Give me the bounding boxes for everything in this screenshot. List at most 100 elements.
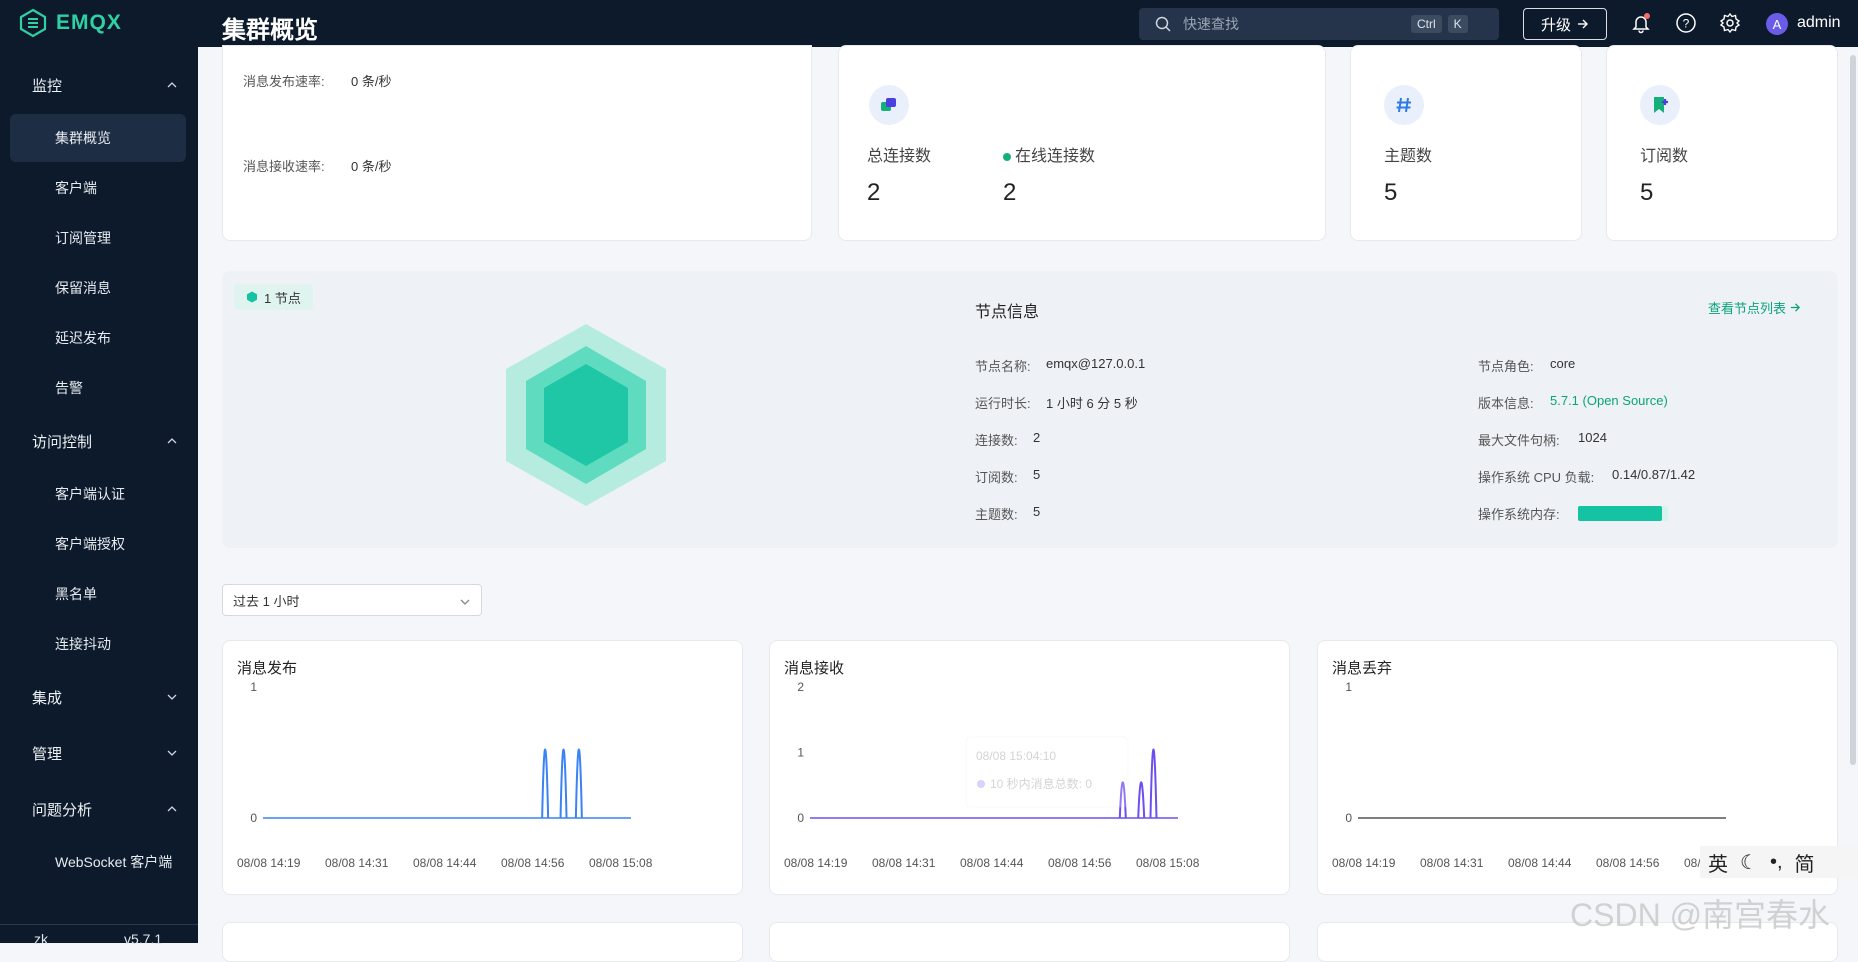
svg-text:?: ? (1683, 17, 1690, 31)
user-avatar[interactable]: A (1766, 13, 1788, 35)
chart-title: 消息丢弃 (1332, 660, 1393, 677)
sidebar: 监控 集群概览 客户端 订阅管理 保留消息 延迟发布 告警 访问控制 客户端认证… (0, 47, 198, 947)
x-tick-label: 08/08 14:31 (872, 856, 936, 870)
sidebar-group-monitoring[interactable]: 监控 (0, 65, 198, 105)
sidebar-group-label: 监控 (32, 77, 63, 95)
topics-card: 主题数 5 (1350, 45, 1582, 241)
upgrade-button[interactable]: 升级 (1523, 8, 1607, 40)
sidebar-item-authorization[interactable]: 客户端授权 (10, 520, 186, 568)
sidebar-item-alarms[interactable]: 告警 (10, 364, 186, 412)
x-tick-label: 08/08 14:56 (1048, 856, 1112, 870)
sidebar-item-flapping-detect[interactable]: 连接抖动 (10, 620, 186, 668)
connections-icon (869, 85, 909, 125)
moon-icon[interactable]: ☾ (1740, 851, 1758, 874)
sidebar-group-diagnose[interactable]: 问题分析 (0, 789, 198, 829)
y-tick-label: 0 (250, 811, 257, 825)
arrow-right-icon (1790, 303, 1801, 312)
sidebar-item-authentication[interactable]: 客户端认证 (10, 470, 186, 518)
receive-chart[interactable]: 2 1 0 08/08 14:19 08/08 14:31 08/08 14:44 08/0… (770, 641, 1291, 896)
sidebar-group-access-control[interactable]: 访问控制 (0, 421, 198, 461)
node-role-value: core (1550, 356, 1576, 371)
topics-label: 主题数 (1384, 148, 1433, 165)
sidebar-item-delayed-publish[interactable]: 延迟发布 (10, 314, 186, 362)
connections-card: 总连接数 2 在线连接数 2 (838, 45, 1326, 241)
language-switch[interactable]: zk (34, 931, 48, 947)
sidebar-item-retained-messages[interactable]: 保留消息 (10, 264, 186, 312)
node-subscriptions-value: 5 (1033, 467, 1041, 482)
sidebar-item-label: 客户端认证 (55, 486, 125, 502)
chevron-up-icon (167, 82, 177, 88)
username[interactable]: admin (1797, 14, 1841, 31)
view-node-list-link[interactable]: 查看节点列表 (1708, 298, 1801, 317)
watermark: CSDN @南宫春水 (1570, 897, 1831, 933)
time-range-select[interactable]: 过去 1 小时 (222, 584, 482, 616)
vertical-scrollbar[interactable] (1850, 55, 1856, 765)
page-title: 集群概览 (222, 17, 318, 44)
chevron-up-icon (167, 438, 177, 444)
sidebar-item-label: 客户端 (55, 180, 97, 196)
ime-language[interactable]: 英 (1708, 853, 1728, 876)
emqx-logo-icon (19, 8, 47, 38)
publish-rate-label: 消息发布速率: (243, 74, 325, 89)
subscriptions-card: 订阅数 5 (1606, 45, 1838, 241)
chevron-down-icon (460, 599, 470, 605)
x-tick-label: 08/08 14:56 (1596, 856, 1660, 870)
sidebar-item-label: 延迟发布 (55, 330, 111, 346)
ime-toolbar[interactable]: 英 ☾ •, 简 (1700, 846, 1858, 878)
x-tick-label: 08/08 14:19 (1332, 856, 1396, 870)
version-info-value[interactable]: 5.7.1 (Open Source) (1550, 393, 1668, 408)
y-tick-label: 2 (797, 680, 804, 694)
search-input[interactable] (1181, 15, 1405, 33)
shortcut-k: K (1447, 15, 1468, 33)
chart-title: 消息发布 (237, 660, 298, 677)
dropped-chart[interactable]: 1 0 08/08 14:19 08/08 14:31 08/08 14:44 08/08… (1318, 641, 1839, 896)
quick-search[interactable]: Ctrl K (1139, 8, 1499, 40)
y-tick-label: 1 (250, 680, 257, 694)
receive-rate-label: 消息接收速率: (243, 159, 325, 174)
sidebar-item-blacklist[interactable]: 黑名单 (10, 570, 186, 618)
online-dot-icon (1003, 152, 1011, 161)
x-tick-label: 08/08 15:08 (589, 856, 653, 870)
sidebar-item-subscriptions[interactable]: 订阅管理 (10, 214, 186, 262)
version-info-label: 版本信息: (1478, 396, 1534, 411)
node-info-title: 节点信息 (975, 304, 1040, 321)
settings-gear-icon[interactable] (1719, 12, 1741, 34)
y-tick-label: 1 (797, 746, 804, 760)
data-spike (1118, 781, 1127, 819)
publish-chart[interactable]: 1 0 08/08 14:19 08/08 14:31 08/08 14:44 08/08… (223, 641, 744, 896)
uptime-value: 1 小时 6 分 5 秒 (1046, 396, 1138, 411)
view-node-list-label: 查看节点列表 (1708, 301, 1787, 316)
top-bar: EMQX 集群概览 Ctrl K 升级 ? A admin (0, 0, 1858, 47)
os-memory-bar (1578, 506, 1668, 521)
punctuation-icon[interactable]: •, (1769, 850, 1783, 873)
x-tick-label: 08/08 14:31 (1420, 856, 1484, 870)
max-fds-value: 1024 (1578, 430, 1607, 445)
node-hexagon-graphic[interactable] (504, 322, 668, 508)
tooltip-text: 10 秒内消息总数: 0 (990, 776, 1092, 791)
brand-logo[interactable]: EMQX (18, 8, 122, 38)
chart-card-partial (769, 922, 1290, 962)
y-tick-label: 1 (1345, 680, 1352, 694)
os-memory-bar-fill (1578, 506, 1662, 521)
hexagon-icon (247, 291, 257, 303)
node-count-label: 1 节点 (264, 290, 301, 306)
tooltip-box (965, 736, 1129, 808)
help-icon[interactable]: ? (1675, 12, 1697, 34)
sidebar-item-cluster-overview[interactable]: 集群概览 (10, 114, 186, 162)
topics-value: 5 (1384, 179, 1398, 206)
node-count-tag[interactable]: 1 节点 (234, 284, 313, 310)
sidebar-group-integration[interactable]: 集成 (0, 677, 198, 717)
sidebar-group-management[interactable]: 管理 (0, 733, 198, 773)
sidebar-group-label: 问题分析 (32, 801, 93, 819)
sidebar-item-clients[interactable]: 客户端 (10, 164, 186, 212)
bookmark-plus-icon (1640, 85, 1680, 125)
sidebar-item-label: 保留消息 (55, 280, 111, 296)
bell-icon[interactable] (1630, 12, 1652, 34)
ime-mode[interactable]: 简 (1794, 853, 1815, 876)
y-tick-label: 0 (797, 811, 804, 825)
sidebar-item-websocket-client[interactable]: WebSocket 客户端 (10, 838, 186, 886)
sidebar-item-label: 客户端授权 (55, 536, 125, 552)
x-tick-label: 08/08 14:19 (784, 856, 848, 870)
sidebar-group-label: 集成 (32, 689, 63, 707)
tooltip-dot (977, 780, 985, 788)
